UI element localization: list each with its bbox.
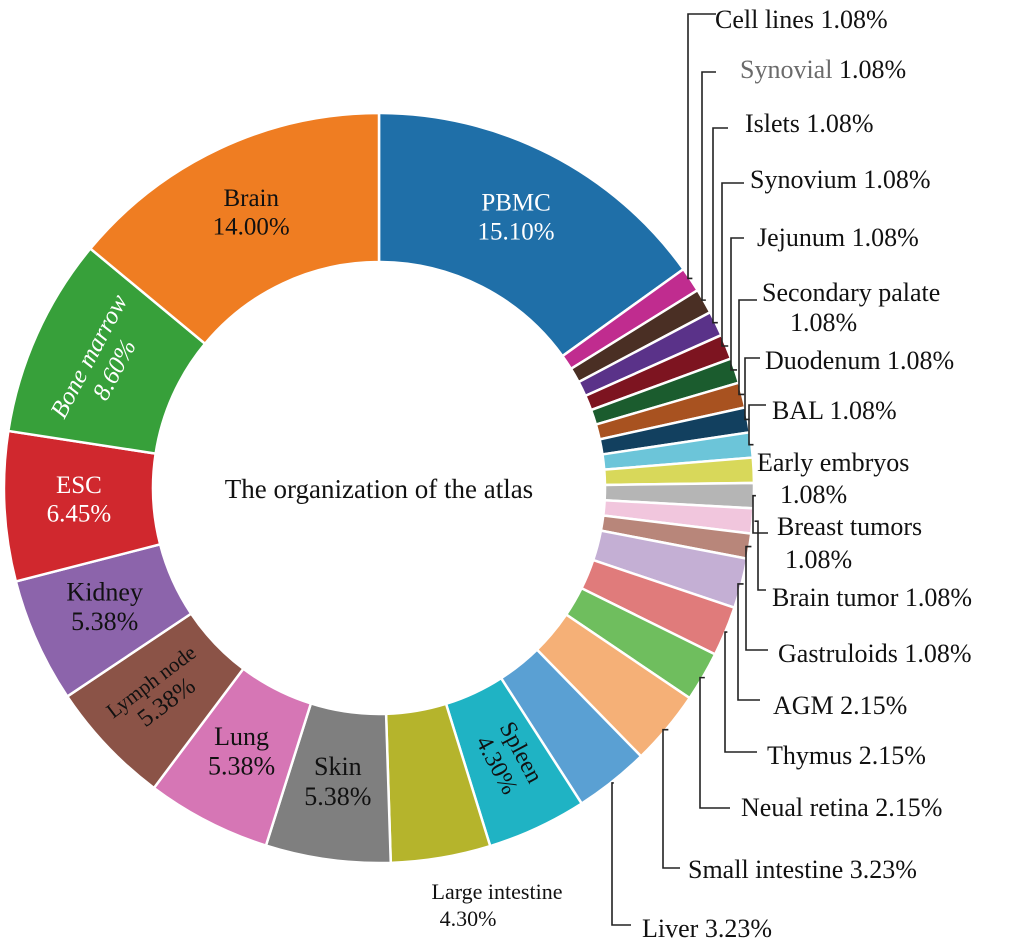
leader-synovial bbox=[701, 71, 716, 301]
slice-pbmc bbox=[377, 111, 686, 358]
slice-name: Breast tumors bbox=[777, 512, 922, 541]
leader-neual-retina bbox=[699, 676, 730, 809]
slice-percent: 5.38% bbox=[304, 782, 371, 811]
slice-percent: 1.08% bbox=[790, 308, 857, 337]
slice-label-cell-lines: Cell lines 1.08% bbox=[715, 5, 888, 34]
slice-label-pbmc: PBMC 15.10% bbox=[478, 190, 555, 246]
slice-name: Brain tumor bbox=[772, 583, 905, 612]
slice-brain bbox=[88, 111, 381, 346]
slice-label-bal: BAL 1.08% bbox=[772, 396, 897, 425]
slice-label-agm: AGM 2.15% bbox=[773, 691, 907, 720]
slice-name: Duodenum bbox=[765, 346, 887, 375]
slice-name: Synovial bbox=[740, 55, 839, 84]
slice-label-jejunum: Jejunum 1.08% bbox=[757, 223, 919, 252]
leader-thymus bbox=[724, 631, 757, 753]
slice-label-islets: Islets 1.08% bbox=[745, 109, 874, 138]
slice-percent: 2.15% bbox=[859, 741, 926, 770]
leader-islets bbox=[712, 127, 728, 324]
slice-label-kidney: Kidney 5.38% bbox=[66, 577, 143, 636]
slice-label-gastruloids: Gastruloids 1.08% bbox=[778, 639, 972, 668]
slice-label-esc: ESC 6.45% bbox=[47, 472, 112, 528]
slice-name: Gastruloids bbox=[778, 639, 904, 668]
slice-name: Jejunum bbox=[757, 223, 852, 252]
slice-name: BAL bbox=[772, 396, 830, 425]
slice-name: Liver bbox=[642, 914, 705, 943]
leader-brain-tumor bbox=[754, 520, 766, 591]
slice-name: PBMC bbox=[481, 190, 550, 217]
leader-bal bbox=[748, 404, 766, 446]
slice-name: Islets bbox=[745, 109, 806, 138]
slice-percent: 1.08% bbox=[887, 346, 954, 375]
slice-percent: 14.00% bbox=[213, 214, 290, 241]
slice-name: Neual retina bbox=[741, 793, 875, 822]
slice-label-synovium: Synovium 1.08% bbox=[750, 165, 931, 194]
slice-label-liver: Liver 3.23% bbox=[642, 914, 772, 943]
slice-name: Large intestine bbox=[432, 879, 563, 904]
slice-percent: 1.08% bbox=[904, 639, 971, 668]
slice-percent: 2.15% bbox=[875, 793, 942, 822]
slice-name: Brain bbox=[223, 185, 279, 212]
slice-label-skin: Skin 5.38% bbox=[304, 752, 371, 811]
slice-label-secondary-palate: Secondary palate 1.08% bbox=[762, 278, 940, 337]
slice-percent: 1.08% bbox=[830, 396, 897, 425]
slice-percent: 1.08% bbox=[806, 109, 873, 138]
leader-jejunum bbox=[730, 237, 744, 371]
slice-label-brain-tumor: Brain tumor 1.08% bbox=[772, 583, 972, 612]
slice-name: Cell lines bbox=[715, 5, 820, 34]
slice-name: Thymus bbox=[767, 741, 859, 770]
slice-name: Synovium bbox=[750, 165, 863, 194]
slice-name: Small intestine bbox=[688, 855, 850, 884]
leader-breast-tumors bbox=[752, 494, 768, 534]
leader-small-intestine bbox=[662, 728, 680, 869]
leader-secondary-palate bbox=[738, 299, 757, 396]
slice-percent: 1.08% bbox=[905, 583, 972, 612]
leader-liver bbox=[611, 782, 631, 926]
slice-label-breast-tumors: Breast tumors 1.08% bbox=[777, 512, 922, 574]
center-title: The organization of the atlas bbox=[225, 474, 533, 504]
slice-percent: 6.45% bbox=[47, 501, 112, 528]
leader-synovium bbox=[721, 182, 744, 347]
slice-percent: 5.38% bbox=[208, 752, 275, 781]
slice-label-early-embryos: Early embryos 1.08% bbox=[757, 448, 909, 509]
slice-name: AGM bbox=[773, 691, 840, 720]
slice-label-large-intestine: Large intestine 4.30% bbox=[432, 879, 563, 931]
slice-label-small-intestine: Small intestine 3.23% bbox=[688, 855, 917, 884]
slice-label-neual-retina: Neual retina 2.15% bbox=[741, 793, 942, 822]
slice-name: Lung bbox=[214, 722, 269, 751]
slice-percent: 3.23% bbox=[850, 855, 917, 884]
slice-name: ESC bbox=[56, 472, 102, 499]
slice-name: Skin bbox=[314, 752, 362, 781]
slice-name: Secondary palate bbox=[762, 278, 940, 307]
slice-percent: 5.38% bbox=[71, 607, 138, 636]
slice-percent: 1.08% bbox=[863, 165, 930, 194]
slice-percent: 15.10% bbox=[478, 218, 555, 245]
slice-percent: 1.08% bbox=[852, 223, 919, 252]
leader-agm bbox=[737, 583, 760, 701]
slice-percent: 3.23% bbox=[705, 914, 772, 943]
leader-lines-group bbox=[611, 13, 768, 926]
slice-percent: 2.15% bbox=[840, 691, 907, 720]
slice-percent: 1.08% bbox=[839, 55, 906, 84]
slice-name: Kidney bbox=[66, 577, 143, 606]
slice-name: Early embryos bbox=[757, 448, 909, 477]
leader-cell-lines bbox=[687, 13, 716, 280]
leader-duodenum bbox=[744, 357, 760, 421]
slice-label-thymus: Thymus 2.15% bbox=[767, 741, 926, 770]
slice-percent: 1.08% bbox=[785, 545, 852, 574]
slice-percent: 4.30% bbox=[440, 906, 497, 931]
slice-label-synovial: Synovial 1.08% bbox=[740, 55, 906, 84]
slice-label-lung: Lung 5.38% bbox=[208, 722, 275, 781]
slice-label-brain: Brain 14.00% bbox=[213, 185, 290, 241]
slice-label-duodenum: Duodenum 1.08% bbox=[765, 346, 954, 375]
slice-percent: 1.08% bbox=[780, 480, 847, 509]
leader-gastruloids bbox=[745, 545, 768, 651]
slices-group bbox=[2, 111, 756, 865]
slice-percent: 1.08% bbox=[820, 5, 887, 34]
